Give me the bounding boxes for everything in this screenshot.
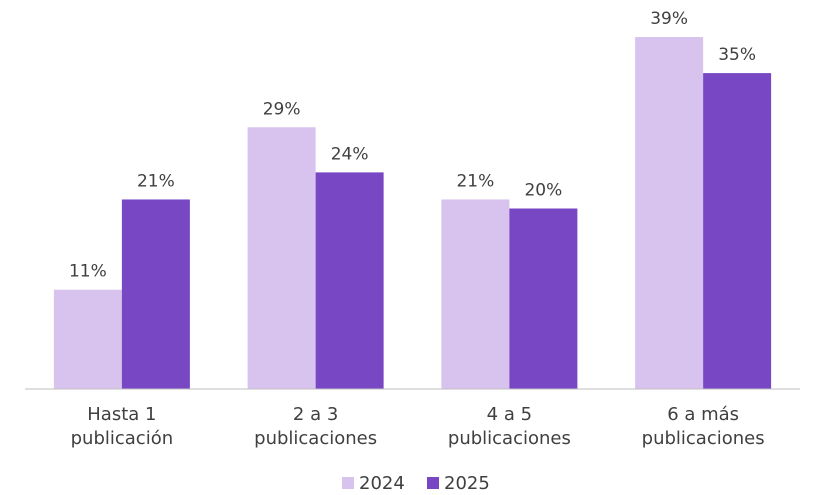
x-tick-label: Hasta 1 publicación — [70, 404, 174, 449]
x-tick-label: 4 a 5 publicaciones — [447, 404, 571, 449]
data-label: 35% — [718, 45, 756, 65]
x-tick-label: 2 a 3 publicaciones — [254, 404, 378, 449]
legend-label: 2025 — [444, 473, 490, 494]
legend-label: 2024 — [359, 473, 405, 494]
bar — [509, 208, 578, 389]
data-label: 39% — [650, 9, 688, 29]
data-label: 20% — [524, 180, 562, 200]
data-label: 21% — [456, 171, 494, 191]
data-label: 24% — [331, 144, 369, 164]
bar — [121, 199, 190, 389]
bar — [247, 127, 316, 389]
bar — [53, 289, 122, 389]
bar — [315, 172, 384, 389]
legend-swatch — [342, 477, 354, 489]
data-label: 29% — [263, 99, 301, 119]
bar — [703, 73, 772, 389]
x-tick-label: 6 a más publicaciones — [641, 404, 765, 449]
legend-swatch — [427, 477, 439, 489]
bar — [635, 37, 704, 389]
data-label: 21% — [137, 171, 175, 191]
bar — [441, 199, 510, 389]
data-label: 11% — [69, 262, 107, 282]
